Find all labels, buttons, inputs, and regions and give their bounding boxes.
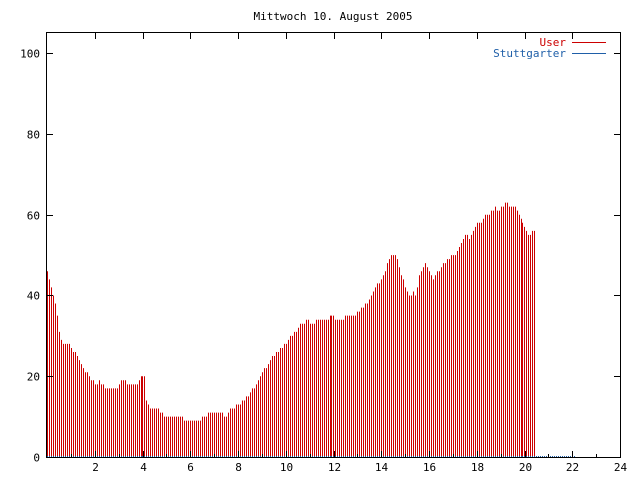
y-tick-label: 0 [33, 452, 40, 465]
y-tick-label: 80 [27, 129, 40, 142]
x-tick-label: 20 [519, 461, 532, 474]
x-tick-label: 18 [471, 461, 484, 474]
x-tick-label: 4 [140, 461, 147, 474]
x-tick-label: 6 [187, 461, 194, 474]
x-tick-label: 8 [235, 461, 242, 474]
legend: User Stuttgarter [493, 36, 606, 60]
y-tick-label: 40 [27, 290, 40, 303]
x-tick-label: 2 [92, 461, 99, 474]
plot-frame [46, 32, 621, 458]
x-tick-label: 10 [280, 461, 293, 474]
x-tick-label: 24 [614, 461, 628, 474]
bar-group [47, 202, 535, 457]
y-axis: 0 20 40 60 80 100 [20, 48, 620, 465]
legend-label-stuttgarter: Stuttgarter [493, 47, 566, 60]
x-tick-label: 16 [423, 461, 436, 474]
x-tick-label: 22 [566, 461, 579, 474]
y-tick-label: 100 [20, 48, 40, 61]
x-tick-label: 12 [328, 461, 341, 474]
x-tick-label: 14 [375, 461, 389, 474]
y-tick-label: 20 [27, 371, 40, 384]
y-tick-label: 60 [27, 210, 40, 223]
chart-title: Mittwoch 10. August 2005 [254, 10, 413, 23]
marker-group [47, 456, 575, 457]
x-axis: 2 4 6 8 10 12 14 16 18 20 22 24 [71, 33, 628, 474]
legend-label-user: User [540, 36, 567, 49]
